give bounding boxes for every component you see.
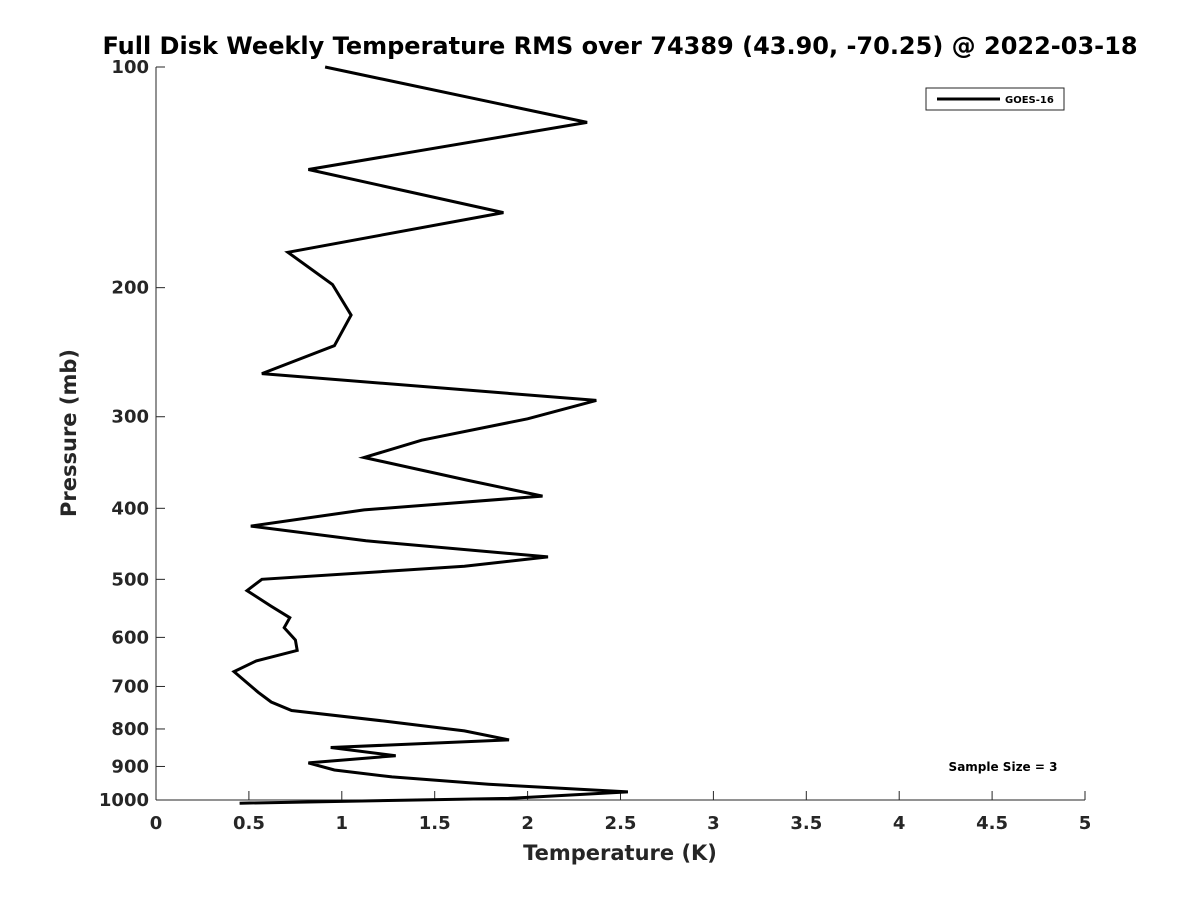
- y-tick-label: 200: [111, 278, 149, 299]
- y-tick-label: 1000: [99, 790, 149, 811]
- y-tick-label: 700: [111, 676, 149, 697]
- legend-label-goes-16: GOES-16: [1005, 95, 1054, 106]
- y-tick-label: 300: [111, 407, 149, 428]
- y-ticks: 100 200 300 400 500 600 700 800 900 1000: [99, 57, 165, 811]
- x-tick-label: 0.5: [233, 813, 265, 834]
- x-tick-label: 0: [150, 813, 163, 834]
- y-tick-label: 600: [111, 627, 149, 648]
- x-ticks: 0 0.5 1 1.5 2 2.5 3 3.5 4 4.5 5: [150, 791, 1092, 834]
- x-tick-label: 2.5: [605, 813, 637, 834]
- legend: GOES-16: [925, 87, 1065, 111]
- y-tick-label: 500: [111, 569, 149, 590]
- series-line-goes-16: [231, 65, 628, 805]
- x-tick-label: 4.5: [976, 813, 1008, 834]
- sample-size-annotation: Sample Size = 3: [949, 760, 1058, 774]
- series-group: [231, 65, 628, 805]
- chart-title: Full Disk Weekly Temperature RMS over 74…: [102, 32, 1137, 60]
- x-tick-label: 1: [336, 813, 349, 834]
- y-axis-label: Pressure (mb): [57, 349, 81, 517]
- y-tick-label: 800: [111, 719, 149, 740]
- x-tick-label: 2: [521, 813, 534, 834]
- axes: [155, 67, 1085, 801]
- x-tick-label: 3.5: [790, 813, 822, 834]
- y-tick-label: 400: [111, 498, 149, 519]
- x-axis-label: Temperature (K): [523, 841, 717, 865]
- x-tick-label: 4: [893, 813, 906, 834]
- x-tick-label: 1.5: [419, 813, 451, 834]
- x-tick-label: 5: [1079, 813, 1092, 834]
- x-tick-label: 3: [707, 813, 720, 834]
- y-tick-label: 100: [111, 57, 149, 78]
- y-tick-label: 900: [111, 756, 149, 777]
